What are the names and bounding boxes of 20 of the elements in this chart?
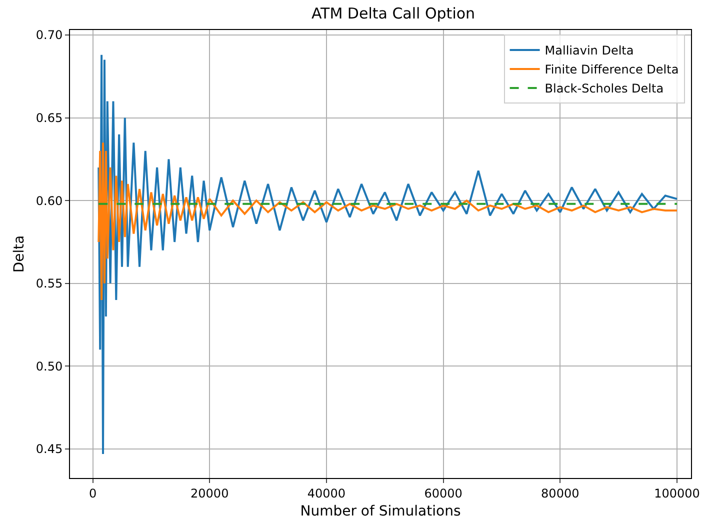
y-tick-label: 0.55 bbox=[36, 276, 63, 291]
x-tick-label: 100000 bbox=[654, 486, 700, 500]
legend-label: Malliavin Delta bbox=[544, 44, 634, 58]
x-tick-label: 40000 bbox=[307, 486, 346, 500]
y-tick-label: 0.50 bbox=[36, 359, 63, 374]
x-tick-label: 0 bbox=[88, 486, 97, 500]
x-axis-title: Number of Simulations bbox=[300, 504, 461, 520]
x-tick-label: 20000 bbox=[190, 486, 229, 500]
x-tick-label: 60000 bbox=[424, 486, 462, 500]
chart-title: ATM Delta Call Option bbox=[311, 4, 476, 22]
x-tick-label: 80000 bbox=[541, 486, 580, 500]
y-tick-label: 0.45 bbox=[36, 442, 63, 456]
y-tick-label: 0.65 bbox=[36, 110, 63, 125]
y-axis-title: Delta bbox=[11, 235, 28, 273]
legend-label: Finite Difference Delta bbox=[544, 62, 679, 77]
line-series bbox=[98, 54, 678, 455]
y-tick-label: 0.70 bbox=[36, 28, 63, 42]
line-series bbox=[98, 142, 678, 301]
y-tick-label: 0.60 bbox=[36, 194, 63, 208]
legend-label: Black-Scholes Delta bbox=[544, 82, 664, 96]
